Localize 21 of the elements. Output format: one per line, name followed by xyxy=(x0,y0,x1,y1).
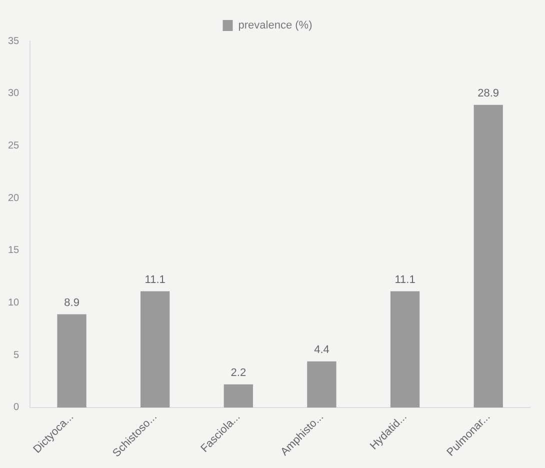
data-label: 11.1 xyxy=(144,274,166,286)
y-tick-label: 5 xyxy=(14,350,20,361)
bar xyxy=(57,314,86,408)
bar xyxy=(474,104,503,408)
data-label: 11.1 xyxy=(394,274,416,286)
data-label: 8.9 xyxy=(64,296,80,309)
legend-label: prevalence (%) xyxy=(238,20,312,32)
y-tick-label: 0 xyxy=(14,402,20,414)
data-label: 2.2 xyxy=(230,366,246,379)
bar xyxy=(307,361,336,408)
data-label: 4.4 xyxy=(314,344,330,356)
y-tick-label: 35 xyxy=(8,36,20,47)
data-label: 28.9 xyxy=(478,87,500,100)
bar xyxy=(140,291,170,408)
y-tick-label: 20 xyxy=(8,192,20,204)
y-tick-label: 15 xyxy=(8,245,20,256)
bar xyxy=(390,291,420,408)
y-tick-label: 25 xyxy=(8,140,20,152)
y-tick-label: 30 xyxy=(8,88,20,100)
y-tick-label: 10 xyxy=(8,298,20,309)
bar xyxy=(224,384,253,408)
